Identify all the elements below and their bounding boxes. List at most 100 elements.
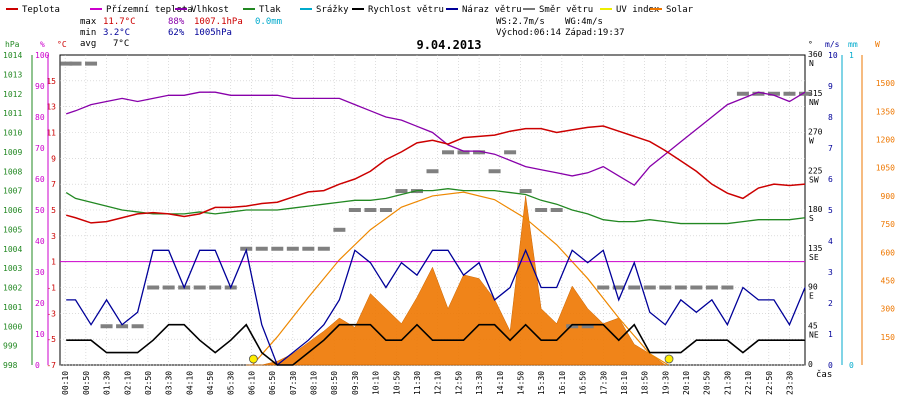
info-wg: WG:4m/s xyxy=(565,17,603,27)
press-tick: 1009 xyxy=(3,148,22,157)
wind-unit: m/s xyxy=(825,40,840,49)
wind-direction-mark xyxy=(193,285,206,290)
dir-tick: 315 xyxy=(808,89,823,98)
dir-tick: 270 xyxy=(808,128,823,137)
press-unit: hPa xyxy=(5,40,20,49)
temp-tick: 1 xyxy=(51,258,56,267)
wind-direction-mark xyxy=(317,246,330,251)
hum-tick: 30 xyxy=(35,268,45,277)
plot-area xyxy=(60,61,811,367)
press-tick: 1010 xyxy=(3,129,22,138)
wind-direction-mark xyxy=(209,285,222,290)
wind-direction-mark xyxy=(783,91,796,96)
time-tick-label: 19:30 xyxy=(661,371,670,395)
wind-direction-mark xyxy=(271,246,284,251)
wind-direction-mark xyxy=(426,169,439,174)
time-tick-label: 14:10 xyxy=(496,371,505,395)
time-tick-label: 17:30 xyxy=(599,371,608,395)
wind-direction-mark xyxy=(69,61,82,66)
time-tick-label: 08:10 xyxy=(310,371,319,395)
time-tick-label: 22:10 xyxy=(744,371,753,395)
dir-compass-label: SE xyxy=(809,253,819,262)
legend-label: UV index xyxy=(616,5,660,15)
wind-direction-mark xyxy=(799,91,811,96)
stats-min-hum: 62% xyxy=(168,28,185,38)
wind-direction-mark xyxy=(395,189,408,194)
dir-tick: 90 xyxy=(808,283,818,292)
time-tick-label: 06:50 xyxy=(268,371,277,395)
solar-tick: 150 xyxy=(881,333,896,342)
wind-direction-mark xyxy=(255,246,268,251)
time-tick-label: 22:50 xyxy=(765,371,774,395)
wind-direction-mark xyxy=(504,150,517,155)
wind-direction-mark xyxy=(612,285,625,290)
stats-max-label: max xyxy=(80,17,97,27)
solar-tick: 750 xyxy=(881,220,896,229)
time-tick-label: 10:50 xyxy=(392,371,401,395)
time-tick-label: 04:50 xyxy=(206,371,215,395)
time-tick-label: 12:10 xyxy=(434,371,443,395)
time-tick-label: 02:10 xyxy=(123,371,132,395)
time-tick-label: 08:50 xyxy=(330,371,339,395)
press-tick: 1011 xyxy=(3,109,22,118)
stats-max-rain: 0.0mm xyxy=(255,17,282,27)
hum-tick: 20 xyxy=(35,299,45,308)
wind-direction-mark xyxy=(659,285,672,290)
rain-tick: 0 xyxy=(849,361,854,370)
wind-direction-mark xyxy=(674,285,687,290)
dir-compass-label: E xyxy=(809,292,814,301)
wind-direction-mark xyxy=(162,285,175,290)
hum-tick: 40 xyxy=(35,237,45,246)
solar-tick: 900 xyxy=(881,192,896,201)
wind-direction-mark xyxy=(736,91,749,96)
time-tick-label: 12:50 xyxy=(454,371,463,395)
press-tick: 1013 xyxy=(3,70,22,79)
info-ws: WS:2.7m/s xyxy=(496,17,545,27)
solar-tick: 450 xyxy=(881,276,896,285)
hum-tick: 70 xyxy=(35,144,45,153)
wind-direction-mark xyxy=(581,324,594,329)
time-tick-label: 15:30 xyxy=(537,371,546,395)
time-tick-label: 11:30 xyxy=(413,371,422,395)
press-tick: 1006 xyxy=(3,206,22,215)
wind-direction-mark xyxy=(550,208,563,212)
dir-tick: 360 xyxy=(808,50,823,59)
stats-avg-temp: 7°C xyxy=(113,39,129,49)
solar-tick: 300 xyxy=(881,305,896,314)
stats-max-press: 1007.1hPa xyxy=(194,17,243,27)
wind-direction-mark xyxy=(147,285,160,290)
dir-unit: ° xyxy=(808,40,813,49)
wind-direction-mark xyxy=(628,285,641,290)
wind-direction-mark xyxy=(488,169,501,174)
press-tick: 1014 xyxy=(3,51,22,60)
dir-tick: 180 xyxy=(808,205,823,214)
wind-direction-mark xyxy=(116,324,129,329)
hum-tick: 60 xyxy=(35,175,45,184)
legend-label: Tlak xyxy=(259,5,281,15)
time-unit: čas xyxy=(816,369,832,380)
solar-tick: 1200 xyxy=(876,136,895,145)
press-tick: 999 xyxy=(3,342,18,351)
press-tick: 1000 xyxy=(3,322,22,331)
wind-direction-mark xyxy=(643,285,656,290)
press-tick: 1007 xyxy=(3,187,22,196)
wind-direction-mark xyxy=(690,285,703,290)
sun-event-marker xyxy=(248,354,258,364)
wind-direction-mark xyxy=(457,150,470,155)
hum-tick: 0 xyxy=(35,361,40,370)
temp-tick: 13 xyxy=(46,103,56,112)
press-tick: 1012 xyxy=(3,90,22,99)
info-sunset: Západ:19:37 xyxy=(565,28,625,38)
legend-label: Rychlost větru xyxy=(368,5,444,15)
temp-tick: -1 xyxy=(46,284,56,293)
humidity-line xyxy=(66,91,806,187)
time-tick-label: 00:10 xyxy=(61,371,70,395)
stats-max-temp: 11.7°C xyxy=(103,17,136,27)
solar-tick: 1350 xyxy=(876,107,895,116)
wind-tick: 2 xyxy=(828,299,833,308)
time-tick-label: 18:10 xyxy=(620,371,629,395)
wind-direction-mark xyxy=(100,324,113,329)
wind-tick: 4 xyxy=(828,237,833,246)
time-tick-label: 04:10 xyxy=(185,371,194,395)
